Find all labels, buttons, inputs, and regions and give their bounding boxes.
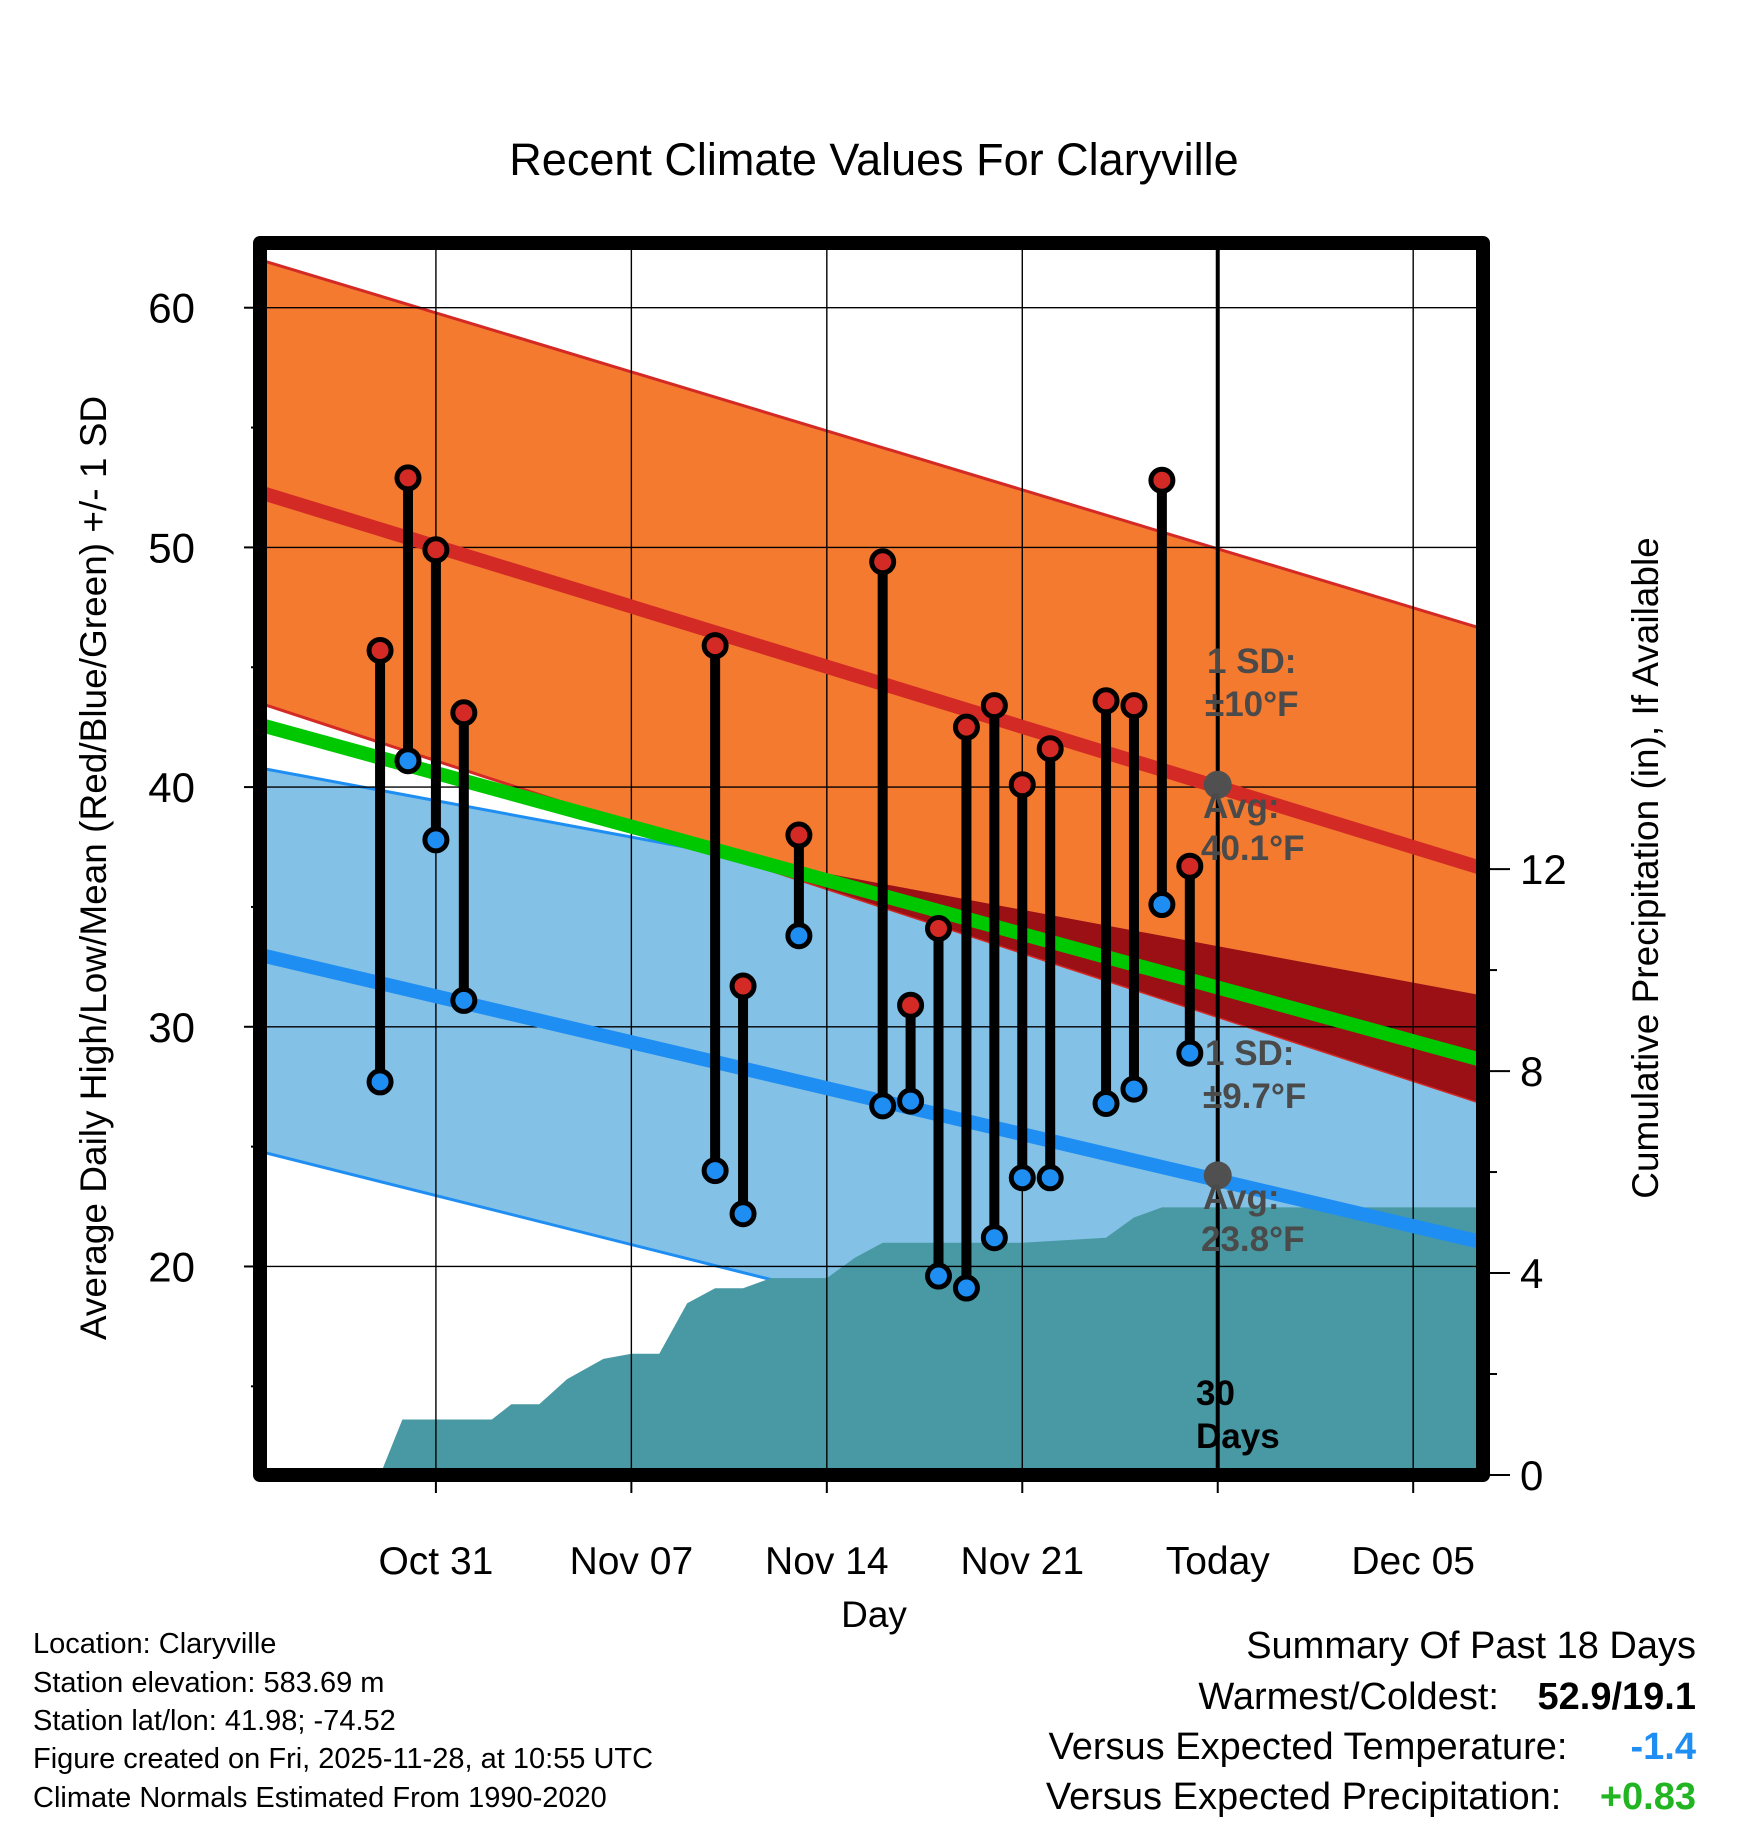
low-avg-marker: [1203, 1161, 1232, 1190]
high-sd-band-upper-edge: [260, 258, 1483, 631]
info-normals: Climate Normals Estimated From 1990-2020: [33, 1782, 607, 1814]
x-tick-label: Nov 07: [570, 1540, 694, 1583]
x-tick-label: Nov 14: [765, 1540, 889, 1583]
info-elevation: Station elevation: 583.69 m: [33, 1667, 385, 1699]
info-location: Location: Claryville: [33, 1628, 277, 1660]
observed-low-point: [1008, 1164, 1036, 1192]
observed-low-point: [450, 986, 478, 1014]
observed-low-point: [366, 1068, 394, 1096]
high-sd-value: ±10°F: [1205, 685, 1299, 724]
observed-low-point: [952, 1274, 980, 1302]
low-sd-label: 1 SD:: [1205, 1034, 1294, 1073]
x-tick-label: Oct 31: [378, 1540, 493, 1583]
observed-low-point: [897, 1087, 925, 1115]
observed-high-point: [925, 915, 953, 943]
observed-low-point: [925, 1262, 953, 1290]
summary-temp-row: Versus Expected Temperature: -1.4: [1049, 1728, 1696, 1766]
observed-high-point: [1120, 692, 1148, 720]
precip-value: +0.83: [1599, 1776, 1696, 1818]
observed-low-point: [1120, 1075, 1148, 1103]
summary-precip-row: Versus Expected Precipitation: +0.83: [1046, 1778, 1696, 1816]
observed-high-point: [701, 632, 729, 660]
observed-high-point: [729, 972, 757, 1000]
x-axis-label: Day: [841, 1594, 907, 1635]
warm-cold-value: 52.9/19.1: [1537, 1676, 1696, 1718]
low-sd-value: ±9.7°F: [1203, 1077, 1306, 1116]
temp-label: Versus Expected Temperature:: [1048, 1726, 1568, 1768]
precip-label: Versus Expected Precipitation:: [1045, 1776, 1562, 1818]
summary-warm-cold-row: Warmest/Coldest: 52.9/19.1: [1198, 1678, 1696, 1716]
observed-high-point: [952, 713, 980, 741]
y-tick-label: 20: [148, 1243, 195, 1290]
y-tick-label: 40: [148, 764, 195, 811]
x-tick-label: Nov 21: [960, 1540, 1084, 1583]
observed-low-point: [1092, 1089, 1120, 1117]
observed-high-point: [785, 821, 813, 849]
observed-high-point: [1148, 466, 1176, 494]
y-tick-label: 60: [148, 285, 195, 332]
x-tick-label: Today: [1166, 1540, 1271, 1583]
high-avg-marker: [1203, 770, 1232, 799]
observed-high-point: [1008, 771, 1036, 799]
observed-high-point: [366, 636, 394, 664]
observed-high-point: [1092, 687, 1120, 715]
temp-value: -1.4: [1630, 1726, 1696, 1768]
observed-low-point: [869, 1092, 897, 1120]
high-avg-value: 40.1°F: [1201, 829, 1305, 868]
window-label-line: 30: [1196, 1374, 1235, 1413]
warm-cold-label: Warmest/Coldest:: [1198, 1676, 1499, 1718]
observed-high-point: [869, 548, 897, 576]
observed-low-point: [729, 1200, 757, 1228]
observed-high-point: [1176, 852, 1204, 880]
high-avg-label: Avg:: [1203, 787, 1279, 826]
normal-high-line: [260, 485, 1483, 876]
observed-high-point: [980, 692, 1008, 720]
chart-title: Recent Climate Values For Claryville: [509, 134, 1238, 185]
observed-low-point: [980, 1224, 1008, 1252]
low-avg-value: 23.8°F: [1201, 1220, 1305, 1259]
x-tick-label: Dec 05: [1351, 1540, 1475, 1583]
y-tick-label: 50: [148, 524, 195, 571]
observed-high-point: [394, 464, 422, 492]
window-label: 30 Days: [1196, 1374, 1280, 1456]
y2-tick-label: 8: [1520, 1048, 1543, 1095]
y2-tick-label: 4: [1520, 1250, 1543, 1297]
y2-axis-label: Cumulative Precipitation (in), If Availa…: [1625, 537, 1666, 1199]
window-label-line: Days: [1196, 1417, 1280, 1456]
observed-low-point: [1176, 1039, 1204, 1067]
y2-tick-label: 12: [1520, 846, 1567, 893]
observed-low-point: [701, 1157, 729, 1185]
y-tick-label: 30: [148, 1004, 195, 1051]
observed-high-point: [1036, 735, 1064, 763]
summary-title: Summary Of Past 18 Days: [1246, 1625, 1696, 1667]
info-latlon: Station lat/lon: 41.98; -74.52: [33, 1705, 396, 1737]
high-sd-label: 1 SD:: [1207, 642, 1296, 681]
observed-high-point: [450, 699, 478, 727]
observed-high-point: [422, 536, 450, 564]
info-created: Figure created on Fri, 2025-11-28, at 10…: [33, 1743, 654, 1775]
low-avg-label: Avg:: [1203, 1178, 1279, 1217]
plot-body: [260, 243, 1483, 1475]
observed-low-point: [1036, 1164, 1064, 1192]
plot-frame: [253, 236, 1490, 1482]
observed-low-point: [785, 922, 813, 950]
observed-low-point: [1148, 891, 1176, 919]
y-axis-label: Average Daily High/Low/Mean (Red/Blue/Gr…: [73, 396, 114, 1340]
observed-low-point: [422, 826, 450, 854]
y2-tick-label: 0: [1520, 1452, 1543, 1499]
sd-overlap-band: [718, 853, 1483, 1104]
precipitation-area: [380, 1207, 1483, 1475]
observed-low-point: [394, 747, 422, 775]
observed-high-point: [897, 991, 925, 1019]
